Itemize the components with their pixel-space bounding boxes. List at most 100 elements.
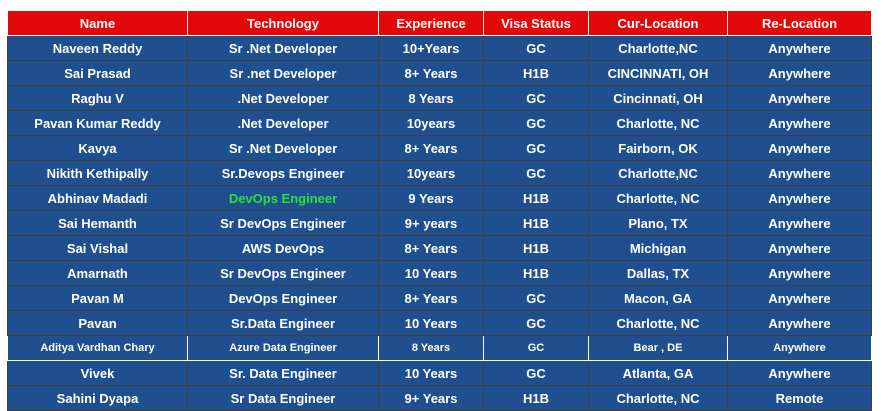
table-cell: AWS DevOps [187,235,379,261]
table-row: Naveen Reddy Sr .Net Developer 10+Years GC C… [7,35,872,61]
table-cell: Anywhere [727,60,872,86]
table-cell: Sr.Data Engineer [187,310,379,336]
table-cell: 9 Years [378,185,484,211]
table-cell: 9+ years [378,210,484,236]
table-cell: 10 Years [378,310,484,336]
table-cell: Anywhere [727,360,872,386]
table-cell: Amarnath [7,260,188,286]
table-cell: 10 Years [378,360,484,386]
table-row: Aditya Vardhan Chary Azure Data Engineer 8… [7,335,872,361]
table-cell: DevOps Engineer [187,185,379,211]
table-cell: Nikith Kethipally [7,160,188,186]
table-cell: Sai Vishal [7,235,188,261]
table-cell: .Net Developer [187,110,379,136]
table-cell: 8+ Years [378,60,484,86]
table-cell: 9+ Years [378,385,484,411]
table-cell: Kavya [7,135,188,161]
table-cell: Pavan Kumar Reddy [7,110,188,136]
table-cell: Anywhere [727,210,872,236]
table-cell: Anywhere [727,85,872,111]
table-cell: Plano, TX [588,210,728,236]
table-cell: Anywhere [727,260,872,286]
table-cell: Charlotte, NC [588,310,728,336]
table-cell: Anywhere [727,285,872,311]
table-cell: H1B [483,185,589,211]
table-cell: Abhinav Madadi [7,185,188,211]
table-cell: Sai Prasad [7,60,188,86]
table-cell: 8+ Years [378,135,484,161]
table-cell: Naveen Reddy [7,35,188,61]
table-cell: Anywhere [727,235,872,261]
table-cell: Charlotte, NC [588,185,728,211]
table-cell: H1B [483,60,589,86]
table-row: Sai Prasad Sr .net Developer 8+ Years H1B CI… [7,60,872,86]
table-cell: Fairborn, OK [588,135,728,161]
table-cell: 10years [378,110,484,136]
table-cell: GC [483,135,589,161]
table-cell: Anywhere [727,185,872,211]
header-cell: Name [7,10,188,36]
table-row: Pavan M DevOps Engineer 8+ Years GC Macon, G… [7,285,872,311]
table-cell: Charlotte, NC [588,385,728,411]
table-cell: GC [483,35,589,61]
table-row: Pavan Sr.Data Engineer 10 Years GC Charlotte… [7,310,872,336]
table-cell: Sr DevOps Engineer [187,260,379,286]
table-cell: H1B [483,210,589,236]
table-row: Pavan Kumar Reddy .Net Developer 10years GC… [7,110,872,136]
candidate-table: Name Technology Experience Visa Status Cur-L… [7,10,872,411]
table-cell: DevOps Engineer [187,285,379,311]
table-cell: Dallas, TX [588,260,728,286]
table-cell: Vivek [7,360,188,386]
table-cell: Raghu V [7,85,188,111]
table-cell: .Net Developer [187,85,379,111]
table-cell: GC [483,110,589,136]
table-cell: 8 Years [378,335,484,361]
table-cell: Atlanta, GA [588,360,728,386]
table-row: Vivek Sr. Data Engineer 10 Years GC Atlanta,… [7,360,872,386]
table-row: Nikith Kethipally Sr.Devops Engineer 10yea… [7,160,872,186]
header-cell: Re-Location [727,10,872,36]
table-cell: Anywhere [727,160,872,186]
table-cell: 10+Years [378,35,484,61]
table-row: Raghu V .Net Developer 8 Years GC Cincinnati… [7,85,872,111]
table-cell: GC [483,285,589,311]
table-cell: Anywhere [727,135,872,161]
table-cell: H1B [483,235,589,261]
table-cell: GC [483,85,589,111]
candidate-table-container: Name Technology Experience Visa Status Cur-L… [7,10,872,411]
table-cell: Pavan [7,310,188,336]
table-cell: Sr.Devops Engineer [187,160,379,186]
table-cell: Cincinnati, OH [588,85,728,111]
table-cell: Anywhere [727,110,872,136]
table-cell: Bear , DE [588,335,728,361]
table-body: Naveen Reddy Sr .Net Developer 10+Years GC C… [7,35,872,411]
table-cell: Remote [727,385,872,411]
table-cell: Anywhere [727,35,872,61]
table-cell: Charlotte,NC [588,35,728,61]
table-cell: Sr DevOps Engineer [187,210,379,236]
table-row: Abhinav Madadi DevOps Engineer 9 Years H1B C… [7,185,872,211]
table-cell: Azure Data Engineer [187,335,379,361]
table-cell: 8+ Years [378,235,484,261]
table-cell: Sr .net Developer [187,60,379,86]
table-cell: GC [483,160,589,186]
table-cell: 10years [378,160,484,186]
table-cell: GC [483,335,589,361]
table-cell: H1B [483,260,589,286]
table-cell: Charlotte,NC [588,160,728,186]
table-cell: Sr Data Engineer [187,385,379,411]
table-cell: 8+ Years [378,285,484,311]
table-row: Kavya Sr .Net Developer 8+ Years GC Fairborn… [7,135,872,161]
table-cell: Pavan M [7,285,188,311]
table-cell: Aditya Vardhan Chary [7,335,188,361]
table-cell: Anywhere [727,310,872,336]
table-cell: GC [483,310,589,336]
table-cell: Sahini Dyapa [7,385,188,411]
table-cell: GC [483,360,589,386]
table-row: Sai Hemanth Sr DevOps Engineer 9+ years H1B… [7,210,872,236]
table-row: Sai Vishal AWS DevOps 8+ Years H1B Michigan A… [7,235,872,261]
header-cell: Cur-Location [588,10,728,36]
table-row: Sahini Dyapa Sr Data Engineer 9+ Years H1B C… [7,385,872,411]
table-cell: Sr .Net Developer [187,35,379,61]
table-cell: Michigan [588,235,728,261]
